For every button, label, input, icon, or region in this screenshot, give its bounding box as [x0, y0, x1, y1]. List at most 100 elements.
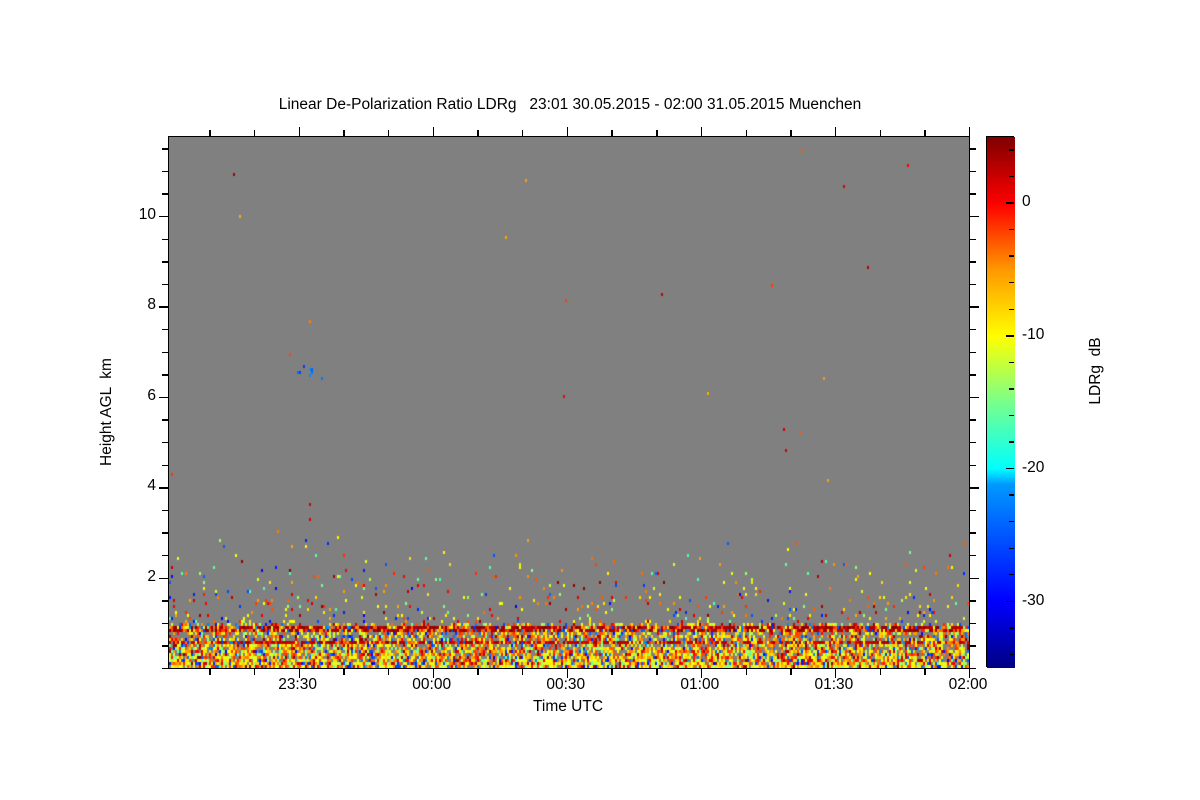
x-axis-minor-tick	[879, 668, 881, 675]
y-axis-tick-label: 6	[147, 386, 156, 404]
y-axis-minor-tick	[162, 148, 169, 150]
x-axis-tick-labels: 23:30 00:00 00:30 01:00 01:30 02:00	[168, 676, 987, 698]
y-axis-minor-tick	[969, 261, 976, 263]
y-axis-major-tick	[969, 306, 979, 308]
colorbar-minor-tick	[1009, 414, 1014, 417]
colorbar-major-tick	[1006, 335, 1014, 337]
y-axis-minor-tick	[969, 532, 976, 534]
colorbar-title: LDRg dB	[1087, 337, 1104, 405]
colorbar-minor-tick	[1009, 627, 1014, 629]
x-axis-major-tick	[969, 668, 971, 678]
y-axis-minor-tick	[969, 283, 976, 286]
y-axis-minor-tick	[969, 622, 976, 625]
x-axis-tick-label: 01:00	[680, 676, 720, 693]
y-axis-minor-tick	[969, 600, 976, 602]
colorbar-minor-tick	[1009, 361, 1014, 364]
colorbar-tick-label: -10	[1022, 326, 1045, 344]
x-axis-minor-tick	[924, 668, 926, 675]
colorbar-minor-tick	[1009, 574, 1014, 576]
x-axis-minor-tick	[924, 130, 926, 137]
x-axis-minor-tick	[790, 130, 792, 137]
colorbar-tick-label: -30	[1022, 591, 1045, 609]
x-axis-minor-tick	[745, 130, 747, 137]
x-axis-minor-tick	[477, 130, 479, 137]
x-axis-major-tick	[432, 127, 435, 137]
x-axis-tick-label: 00:30	[546, 676, 586, 693]
y-axis-tick-label: 2	[147, 567, 156, 585]
y-axis-minor-tick	[969, 148, 976, 150]
y-axis-tick-label: 10	[138, 206, 156, 224]
y-axis-minor-tick	[969, 170, 976, 173]
x-axis-minor-tick	[656, 130, 658, 137]
x-axis-minor-tick	[253, 130, 256, 137]
x-axis-minor-tick	[253, 668, 256, 675]
x-axis-major-tick	[969, 127, 971, 137]
y-axis-minor-tick	[969, 442, 976, 444]
colorbar-minor-tick	[1009, 388, 1014, 390]
x-axis-minor-tick	[343, 130, 345, 137]
plot-axes-frame	[159, 127, 979, 678]
y-axis-major-tick	[969, 487, 979, 489]
x-axis-major-tick	[834, 668, 837, 678]
y-axis-major-tick	[159, 396, 169, 399]
plot-title: Linear De-Polarization Ratio LDRg 23:01 …	[278, 96, 862, 113]
x-axis-title: Time UTC	[532, 698, 604, 715]
y-axis-tick-label: 8	[147, 296, 156, 314]
colorbar-major-tick	[1006, 600, 1014, 603]
y-axis-minor-tick	[969, 374, 976, 376]
colorbar: 0 -10 -20 -30	[986, 136, 1044, 668]
y-axis-major-tick	[159, 577, 169, 579]
x-axis-major-tick	[566, 668, 569, 678]
y-axis-minor-tick	[969, 668, 976, 670]
x-axis-minor-tick	[745, 668, 747, 675]
colorbar-tick-label: -20	[1022, 458, 1045, 476]
y-axis-minor-tick	[162, 668, 169, 670]
colorbar-minor-tick	[1009, 520, 1014, 523]
colorbar-minor-tick	[1009, 494, 1014, 496]
y-axis-minor-tick	[162, 464, 169, 467]
x-axis-minor-tick	[790, 668, 792, 675]
y-axis-minor-tick	[162, 442, 169, 444]
x-axis-major-tick	[700, 127, 703, 137]
colorbar-minor-tick	[1009, 547, 1014, 549]
y-axis-minor-tick	[969, 193, 976, 195]
y-axis-minor-tick	[969, 419, 976, 421]
colorbar-minor-tick	[1009, 308, 1014, 310]
x-axis-minor-tick	[611, 668, 613, 675]
y-axis-minor-tick	[969, 555, 976, 557]
y-axis-major-tick	[969, 396, 979, 399]
x-axis-tick-label: 02:00	[948, 676, 988, 693]
y-axis-major-tick	[159, 487, 169, 489]
colorbar-minor-tick	[1009, 282, 1014, 284]
y-axis-minor-tick	[162, 374, 169, 376]
y-axis-minor-tick	[969, 329, 976, 331]
x-axis-major-tick	[700, 668, 703, 678]
y-axis-minor-tick	[162, 170, 169, 173]
colorbar-minor-tick	[1009, 228, 1014, 231]
y-axis-minor-tick	[162, 622, 169, 625]
x-axis-major-tick	[432, 668, 435, 678]
colorbar-minor-tick	[1009, 175, 1014, 178]
heatmap-data-canvas	[169, 137, 969, 668]
x-axis-minor-tick	[209, 668, 211, 675]
x-axis-minor-tick	[522, 130, 524, 137]
colorbar-major-tick	[1006, 467, 1014, 470]
y-axis-minor-tick	[969, 464, 976, 467]
x-axis-major-tick	[298, 668, 300, 678]
y-axis-major-tick	[969, 216, 979, 218]
y-axis-minor-tick	[162, 261, 169, 263]
y-axis-minor-tick	[162, 532, 169, 534]
y-axis-minor-tick	[969, 351, 976, 354]
y-axis-major-tick	[159, 306, 169, 308]
y-axis-minor-tick	[969, 238, 976, 241]
y-axis-minor-tick	[162, 509, 169, 512]
y-axis-minor-tick	[969, 509, 976, 512]
x-axis-minor-tick	[879, 130, 881, 137]
x-axis-major-tick	[566, 127, 569, 137]
y-axis-minor-tick	[162, 419, 169, 421]
y-axis-major-tick	[969, 577, 979, 579]
x-axis-tick-label: 01:30	[814, 676, 854, 693]
x-axis-major-tick	[298, 127, 300, 137]
colorbar-gradient	[986, 136, 1015, 668]
